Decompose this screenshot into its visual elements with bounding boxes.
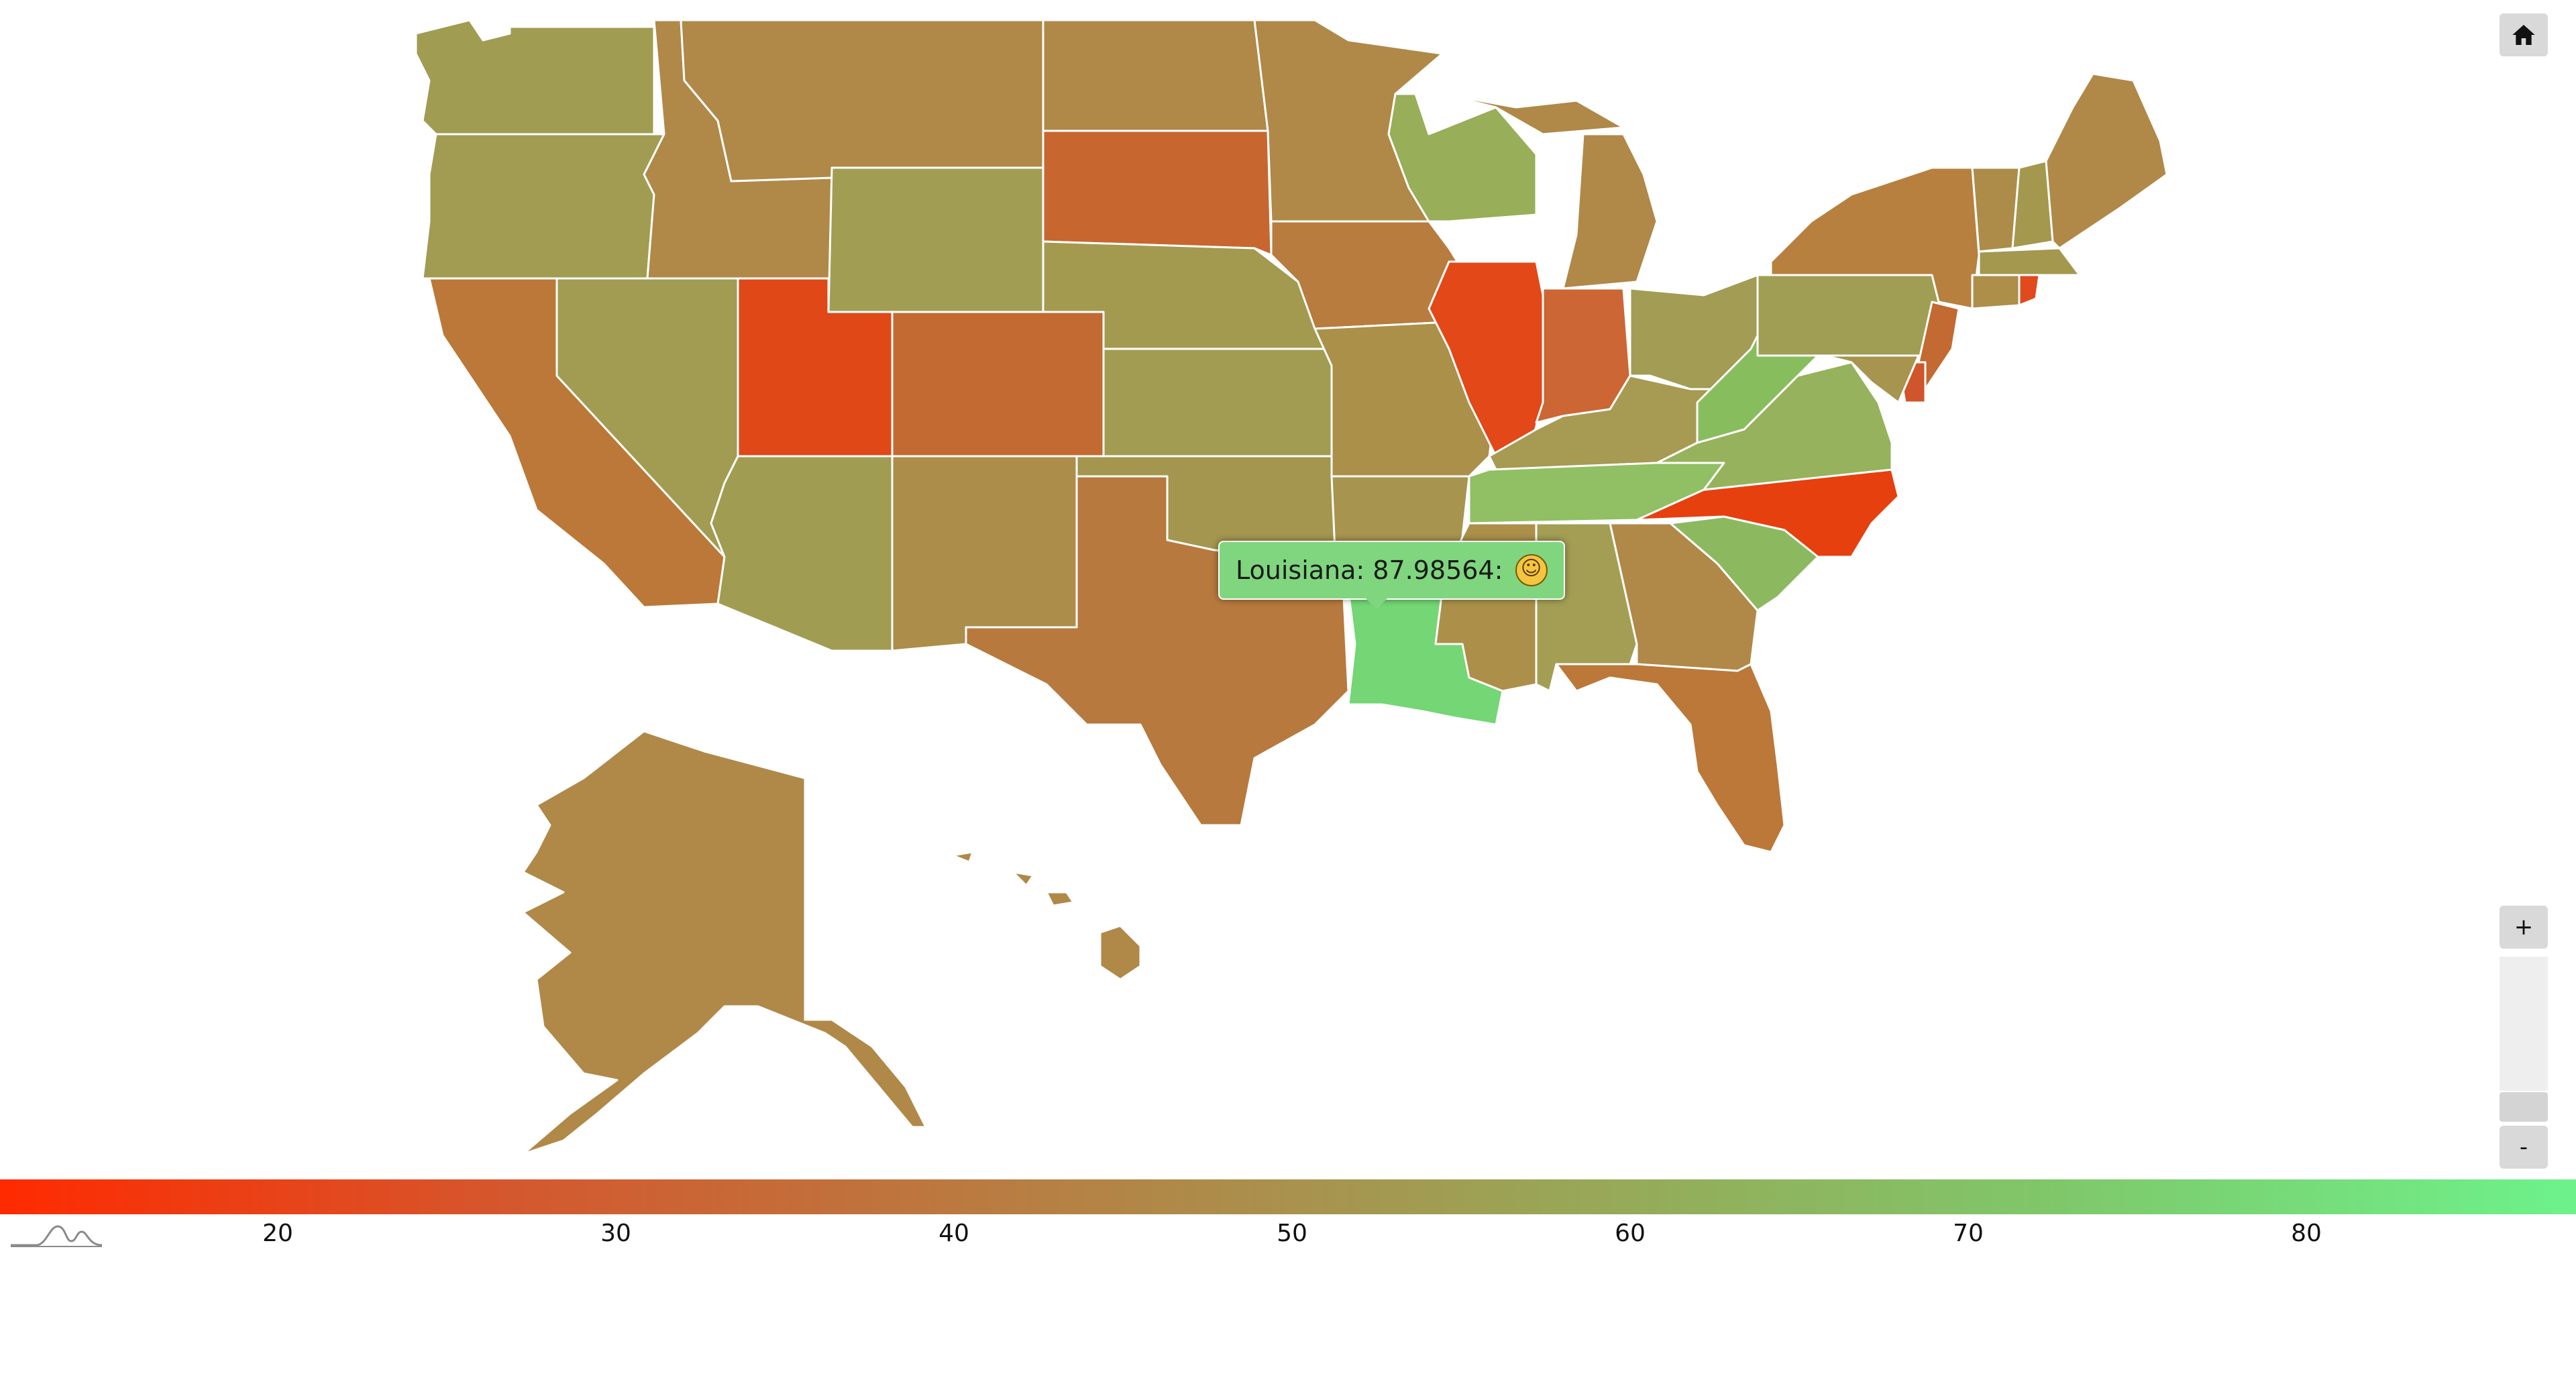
home-button[interactable] xyxy=(2500,13,2548,56)
zoom-out-button[interactable]: - xyxy=(2500,1126,2548,1169)
state-north-dakota[interactable] xyxy=(1042,19,1269,132)
home-icon xyxy=(2512,25,2535,45)
state-new-mexico[interactable] xyxy=(891,455,1078,652)
zoom-in-button[interactable]: + xyxy=(2500,906,2548,949)
us-choropleth-map[interactable] xyxy=(0,0,2576,1167)
zoom-slider-track[interactable] xyxy=(2500,957,2548,1091)
state-wisconsin[interactable] xyxy=(1387,93,1538,223)
legend-tick-40: 40 xyxy=(938,1220,969,1247)
state-michigan[interactable] xyxy=(1441,93,1658,290)
state-new-jersey[interactable] xyxy=(1917,301,1960,390)
zoom-slider-thumb[interactable] xyxy=(2500,1092,2548,1122)
state-pennsylvania[interactable] xyxy=(1756,274,1940,357)
distribution-curve-icon[interactable] xyxy=(9,1218,103,1249)
state-maine[interactable] xyxy=(2045,72,2168,250)
grinning-face-icon: ☺ xyxy=(1515,553,1548,586)
state-florida[interactable] xyxy=(1555,663,1786,853)
legend-tick-50: 50 xyxy=(1277,1220,1307,1247)
state-south-dakota[interactable] xyxy=(1042,129,1273,256)
tooltip-text: Louisiana: 87.98564: xyxy=(1236,555,1503,585)
state-washington[interactable] xyxy=(415,19,655,136)
state-connecticut[interactable] xyxy=(1971,274,2021,310)
state-maryland[interactable] xyxy=(1823,354,1920,404)
state-montana[interactable] xyxy=(680,19,1044,182)
state-wyoming[interactable] xyxy=(827,166,1044,313)
legend-tick-60: 60 xyxy=(1615,1220,1646,1247)
state-tooltip: Louisiana: 87.98564: ☺ xyxy=(1218,541,1565,609)
tooltip-arrow xyxy=(1366,598,1387,609)
legend-tick-30: 30 xyxy=(600,1220,631,1247)
legend-tick-20: 20 xyxy=(262,1220,293,1247)
state-rhode-island[interactable] xyxy=(2018,274,2041,307)
state-kansas[interactable] xyxy=(1102,348,1333,458)
state-oregon[interactable] xyxy=(421,133,665,280)
color-scale-legend xyxy=(0,1179,2576,1214)
state-vermont[interactable] xyxy=(1971,166,2021,253)
legend-tick-70: 70 xyxy=(1953,1220,1984,1247)
state-arizona[interactable] xyxy=(710,455,894,652)
legend-tick-80: 80 xyxy=(2291,1220,2322,1247)
state-alaska[interactable] xyxy=(522,730,927,1155)
state-massachusetts[interactable] xyxy=(1978,247,2081,276)
state-colorado[interactable] xyxy=(891,311,1105,458)
state-hawaii[interactable] xyxy=(951,851,1142,981)
